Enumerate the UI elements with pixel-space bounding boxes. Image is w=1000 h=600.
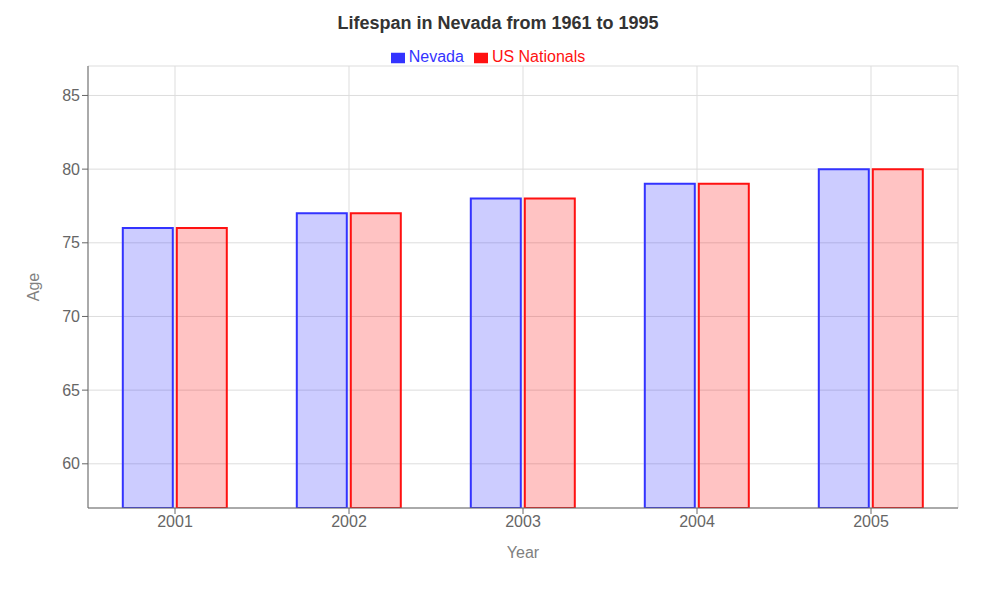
html-text:Nevada: Nevada [408, 48, 464, 65]
svg-text:Age: Age [25, 273, 42, 302]
svg-text:70: 70 [62, 308, 80, 325]
html-text:US Nationals: US Nationals [491, 48, 586, 65]
svg-text:60: 60 [62, 455, 80, 472]
svg-text:85: 85 [62, 87, 80, 104]
svg-text:2004: 2004 [679, 513, 715, 530]
svg-text:80: 80 [62, 161, 80, 178]
svg-text:2005: 2005 [853, 513, 889, 530]
svg-text:2001: 2001 [157, 513, 193, 530]
svg-text:75: 75 [62, 234, 80, 251]
svg-text:65: 65 [62, 382, 80, 399]
html-text:Lifespan in Nevada from 1961 t: Lifespan in Nevada from 1961 to 1995 [337, 13, 659, 33]
svg-text:Year: Year [507, 544, 540, 561]
svg-text:2002: 2002 [331, 513, 367, 530]
svg-text:2003: 2003 [505, 513, 541, 530]
